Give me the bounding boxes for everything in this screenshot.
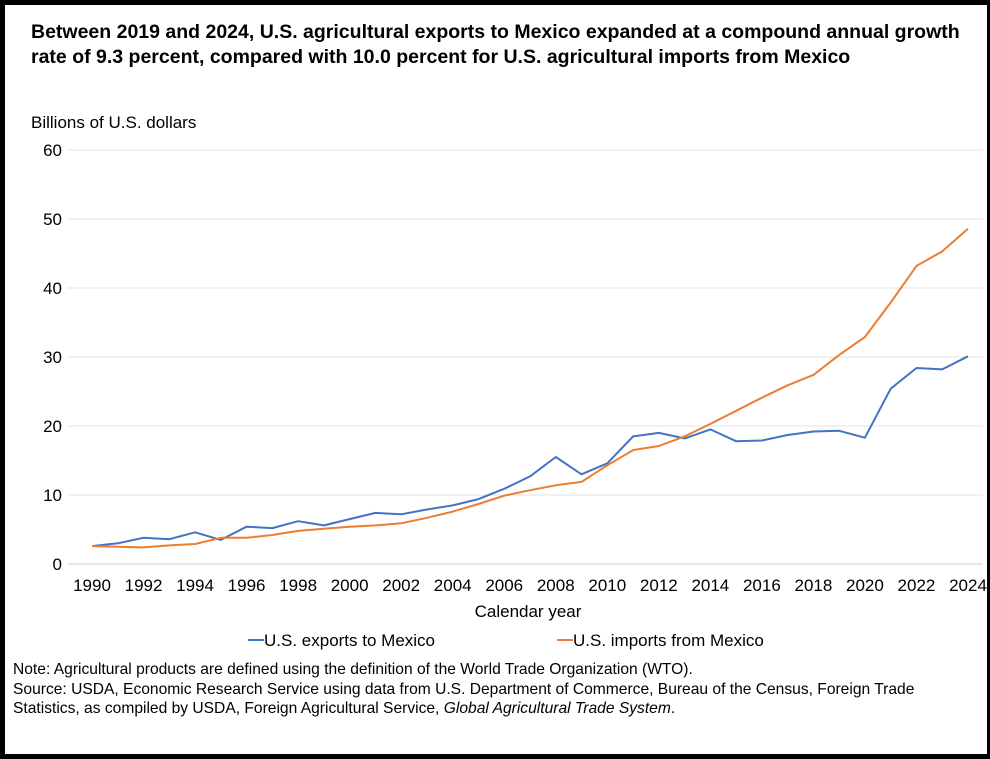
y-tick-labels: 0 10 20 30 40 50 60 [43,141,62,574]
y-axis-label: Billions of U.S. dollars [31,113,197,132]
legend-label-imports: U.S. imports from Mexico [573,631,764,650]
x-tick-label: 2006 [485,576,523,595]
series-line-exports [91,355,969,548]
series-lines [91,227,969,549]
y-tick-label: 30 [43,348,62,367]
note-text: Note: Agricultural products are defined … [13,661,693,678]
y-tick-label: 40 [43,279,62,298]
y-tick-label: 0 [53,555,62,574]
x-tick-label: 2016 [743,576,781,595]
x-tick-label: 2018 [794,576,832,595]
x-tick-label: 1992 [125,576,163,595]
x-tick-label: 1996 [228,576,266,595]
source-prefix: Source: USDA, Economic Research Service … [13,680,915,718]
x-axis-label: Calendar year [475,602,582,621]
legend: U.S. exports to Mexico U.S. imports from … [248,631,764,650]
x-tick-label: 2012 [640,576,678,595]
gridlines [68,149,983,565]
source-suffix: . [670,700,676,717]
chart-notes: Note: Agricultural products are defined … [13,660,973,719]
x-tick-label: 1990 [73,576,111,595]
x-tick-label: 2000 [331,576,369,595]
x-tick-label: 2010 [588,576,626,595]
chart-title: Between 2019 and 2024, U.S. agricultural… [31,21,960,68]
x-tick-label: 1998 [279,576,317,595]
x-tick-label: 2008 [537,576,575,595]
x-tick-label: 2002 [382,576,420,595]
x-tick-label: 2004 [434,576,472,595]
y-tick-label: 20 [43,417,62,436]
x-tick-label: 2020 [846,576,884,595]
y-tick-label: 10 [43,486,62,505]
x-tick-labels: 1990 1992 1994 1996 1998 2000 2002 2004 2006 2008… [73,576,987,595]
source-text: Source: USDA, Economic Research Service … [13,680,973,719]
y-tick-label: 50 [43,210,62,229]
series-line-imports [91,227,969,549]
x-tick-label: 2014 [691,576,729,595]
x-tick-label: 2024 [949,576,987,595]
x-tick-label: 1994 [176,576,214,595]
source-italic: Global Agricultural Trade System [443,700,671,717]
legend-label-exports: U.S. exports to Mexico [264,631,435,650]
y-tick-label: 60 [43,141,62,160]
chart-area: 0 10 20 30 40 50 60 1990 1992 1994 1996 1998 2000 20… [43,141,987,650]
x-tick-label: 2022 [898,576,936,595]
